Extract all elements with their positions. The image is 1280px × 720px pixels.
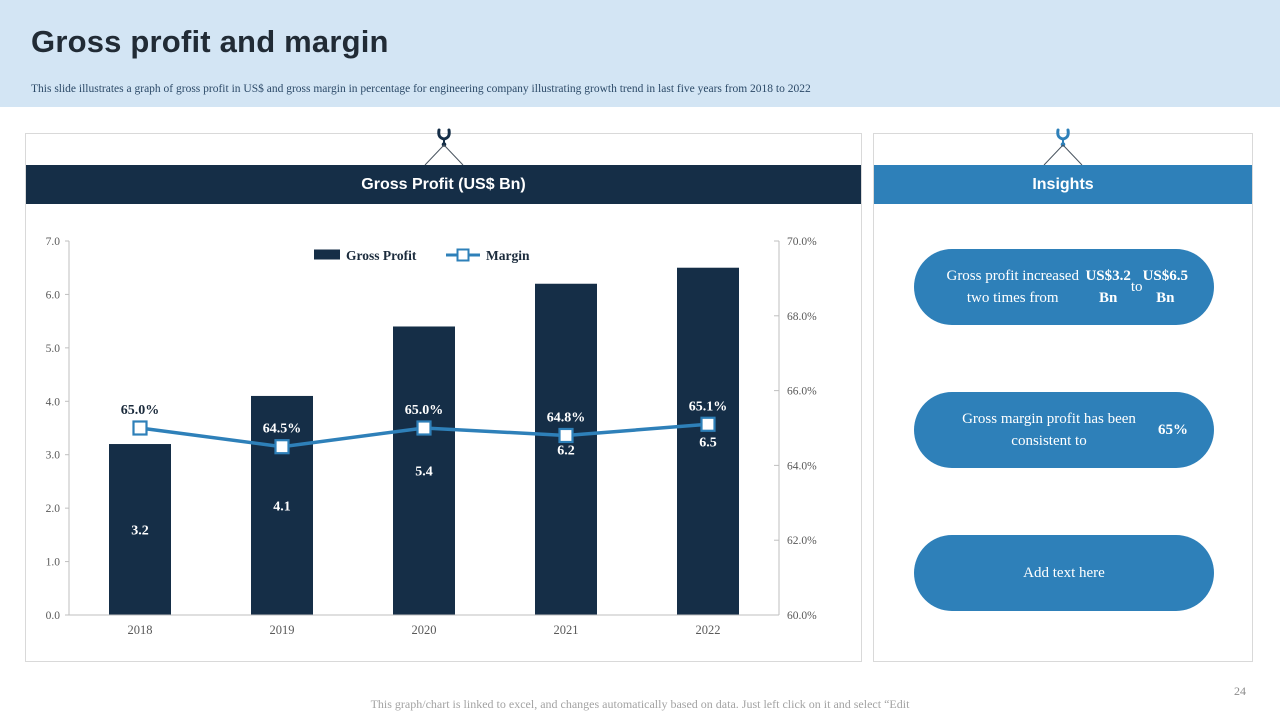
svg-text:65.0%: 65.0% (121, 403, 160, 418)
svg-text:62.0%: 62.0% (787, 535, 817, 547)
svg-text:66.0%: 66.0% (787, 386, 817, 398)
svg-text:60.0%: 60.0% (787, 610, 817, 622)
svg-text:2018: 2018 (128, 623, 153, 637)
svg-text:2020: 2020 (412, 623, 437, 637)
insight-pill-margin[interactable]: Gross margin profit has been consistent … (914, 392, 1214, 468)
svg-text:4.0: 4.0 (46, 396, 61, 408)
insights-header: Insights (874, 165, 1252, 204)
svg-text:2.0: 2.0 (46, 503, 61, 515)
svg-text:64.8%: 64.8% (547, 410, 586, 425)
svg-text:68.0%: 68.0% (787, 311, 817, 323)
svg-text:Gross Profit: Gross Profit (346, 248, 417, 263)
svg-text:6.2: 6.2 (557, 443, 575, 458)
chart-panel-header: Gross Profit (US$ Bn) (26, 165, 861, 204)
svg-text:3.0: 3.0 (46, 450, 61, 462)
insight-pill-placeholder[interactable]: Add text here (914, 535, 1214, 611)
svg-text:64.5%: 64.5% (263, 422, 302, 437)
page-number: 24 (1234, 684, 1246, 698)
svg-text:1.0: 1.0 (46, 557, 61, 569)
crane-hook-icon (1043, 128, 1083, 166)
crane-hook-icon (424, 128, 463, 166)
svg-text:6.5: 6.5 (699, 435, 717, 450)
svg-text:4.1: 4.1 (273, 499, 291, 514)
svg-text:5.4: 5.4 (415, 465, 433, 480)
combo-chart[interactable]: 3.2 4.1 5.4 6.2 6.5 65.0% 64.5% 65.0% 64.8% 65.1%… (26, 204, 863, 663)
svg-text:Margin: Margin (486, 248, 530, 263)
svg-text:2021: 2021 (554, 623, 579, 637)
insights-panel[interactable]: Insights Gross profit increased two time… (873, 128, 1253, 662)
svg-text:65.0%: 65.0% (405, 403, 444, 418)
svg-text:6.0: 6.0 (46, 289, 61, 301)
svg-text:2022: 2022 (696, 623, 721, 637)
svg-text:5.0: 5.0 (46, 343, 61, 355)
svg-text:3.2: 3.2 (131, 524, 149, 539)
top-band (0, 0, 1280, 107)
insight-pill-growth[interactable]: Gross profit increased two times from US… (914, 249, 1214, 325)
svg-text:70.0%: 70.0% (787, 236, 817, 248)
svg-text:64.0%: 64.0% (787, 460, 817, 472)
slide-subtitle: This slide illustrates a graph of gross … (31, 83, 811, 95)
svg-text:0.0: 0.0 (46, 610, 61, 622)
svg-text:2019: 2019 (270, 623, 295, 637)
svg-text:65.1%: 65.1% (689, 399, 728, 414)
footer-note: This graph/chart is linked to excel, and… (370, 697, 910, 711)
chart-panel[interactable]: Gross Profit (US$ Bn) 3.2 4.1 5.4 6.2 6.5 65.… (25, 128, 863, 663)
slide-title: Gross profit and margin (31, 24, 389, 59)
svg-text:7.0: 7.0 (46, 236, 61, 248)
